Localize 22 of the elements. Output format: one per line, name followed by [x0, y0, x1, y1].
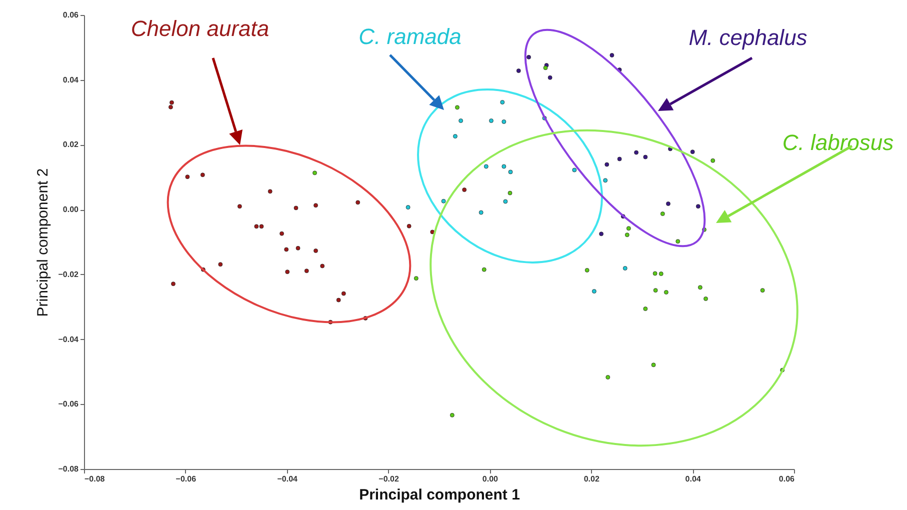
x-tick-label: −0.06 — [176, 474, 197, 484]
y-tick-label: −0.02 — [58, 270, 80, 279]
x-tick-label: −0.04 — [277, 474, 298, 484]
text: Chelon aurata — [130, 16, 270, 41]
y-tick-label: −0.08 — [58, 464, 80, 474]
x-tick-label: −0.08 — [84, 474, 106, 484]
text: C. labrosus — [782, 130, 894, 155]
x-tick-label: 0.02 — [584, 474, 600, 484]
y-tick-label: 0.04 — [62, 75, 80, 84]
text: M. cephalus — [688, 25, 808, 50]
x-tick-label: 0.06 — [778, 474, 796, 484]
y-tick-label: 0.02 — [62, 140, 80, 150]
x-axis-title: Principal component 1 — [359, 486, 520, 504]
y-axis-title: Principal component 2 — [34, 168, 52, 317]
y-tick-label: −0.06 — [58, 400, 80, 409]
y-tick-label: −0.04 — [58, 334, 80, 344]
text: C. ramada — [358, 24, 462, 49]
x-tick-label: 0.04 — [685, 474, 702, 484]
x-tick-label: 0.00 — [482, 474, 499, 484]
x-tick-label: −0.02 — [378, 474, 400, 484]
y-tick-label: 0.00 — [62, 205, 80, 214]
y-tick-label: 0.06 — [62, 10, 80, 20]
